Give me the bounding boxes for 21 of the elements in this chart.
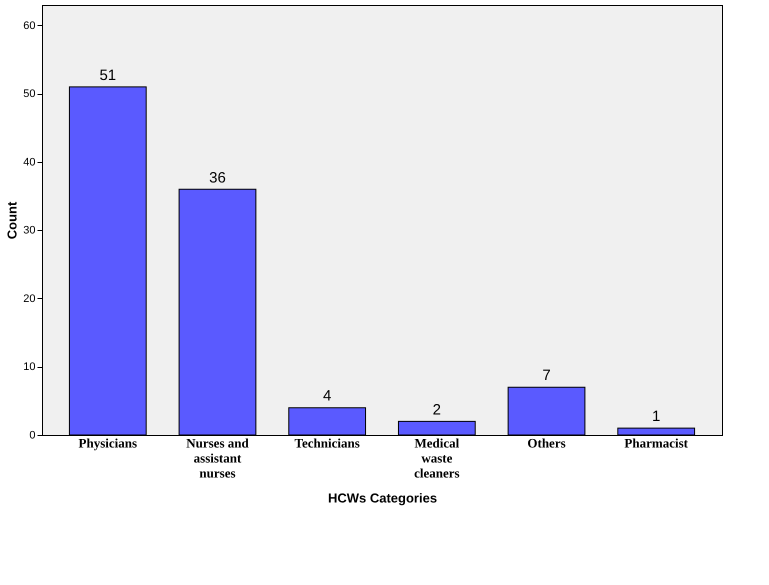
x-axis-title: HCWs Categories [328, 490, 438, 506]
data-label: 2 [432, 401, 442, 418]
x-tick-label: Medical waste cleaners [414, 436, 460, 480]
y-tick-label: 10 [23, 361, 36, 374]
x-tick-label: Pharmacist [624, 436, 689, 450]
x-tick-label: Nurses and assistant nurses [186, 436, 250, 480]
data-label: 4 [322, 388, 332, 405]
x-tick-label: Others [527, 436, 566, 450]
y-tick-label: 0 [29, 430, 36, 442]
x-tick-label: Physicians [78, 436, 138, 450]
data-label: 51 [99, 66, 116, 84]
data-label: 36 [209, 169, 226, 186]
y-tick-label: 50 [23, 88, 36, 100]
data-label: 7 [542, 367, 551, 384]
y-axis-title: Count [4, 201, 20, 240]
x-tick-label: Technicians [294, 436, 360, 450]
y-tick-label: 20 [23, 292, 36, 305]
y-tick-label: 60 [23, 20, 36, 32]
data-label: 1 [652, 408, 660, 426]
y-tick-label: 40 [23, 156, 36, 168]
y-tick-label: 30 [23, 224, 36, 237]
